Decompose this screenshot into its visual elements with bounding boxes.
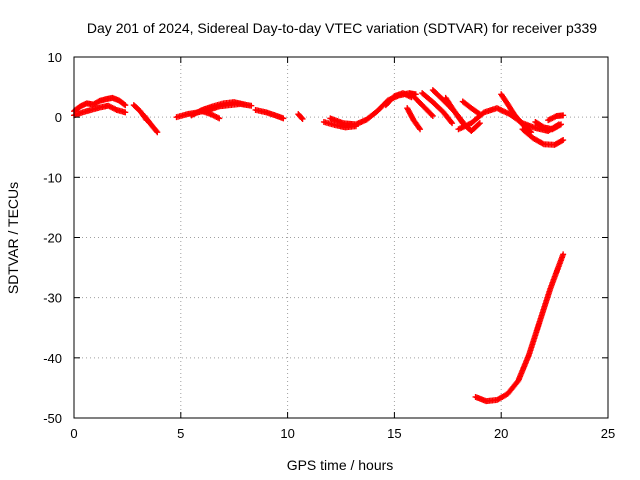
- data-point: [560, 137, 567, 144]
- series-arc-13: [404, 105, 424, 133]
- x-axis-label: GPS time / hours: [287, 457, 394, 473]
- data-point: [475, 121, 482, 128]
- data-point: [429, 112, 436, 119]
- data-point: [216, 115, 223, 122]
- series-arc-8: [252, 106, 287, 122]
- data-point: [476, 120, 483, 127]
- y-tick-label: 10: [48, 50, 62, 65]
- data-point: [416, 124, 423, 131]
- data-point: [241, 101, 248, 108]
- data-point: [560, 112, 567, 119]
- x-tick-label: 5: [177, 426, 184, 441]
- data-point: [121, 101, 128, 108]
- y-axis-label: SDTVAR / TECUs: [5, 182, 21, 294]
- data-point: [560, 251, 567, 258]
- series-arc-9: [295, 111, 306, 122]
- data-point: [558, 121, 565, 128]
- y-tick-label: -20: [43, 231, 62, 246]
- data-point: [154, 129, 161, 136]
- y-tick-label: -50: [43, 411, 62, 426]
- x-tick-label: 15: [387, 426, 401, 441]
- y-tick-label: -40: [43, 351, 62, 366]
- series-arc-15: [419, 90, 456, 127]
- series-arc-22: [532, 118, 565, 133]
- data-point: [417, 126, 424, 133]
- data-point: [449, 120, 456, 127]
- y-tick-label: -10: [43, 170, 62, 185]
- data-point: [122, 102, 129, 109]
- y-tick-label: 0: [55, 110, 62, 125]
- data-point: [298, 115, 305, 122]
- axis-ticks: [73, 56, 609, 419]
- data-point: [153, 128, 160, 135]
- data-point: [299, 115, 306, 122]
- series-arc-6: [188, 99, 248, 119]
- data-point: [280, 115, 287, 122]
- series-arc-7: [199, 108, 223, 122]
- x-tick-label: 25: [601, 426, 615, 441]
- data-point: [248, 102, 255, 109]
- chart-title: Day 201 of 2024, Sidereal Day-to-day VTE…: [87, 20, 597, 36]
- series-arc-21: [519, 126, 567, 148]
- y-tick-labels: 10 0 -10 -20 -30 -40 -50: [43, 50, 62, 426]
- series-arc-2: [71, 102, 129, 119]
- data-point: [448, 118, 455, 125]
- data-point: [122, 109, 129, 116]
- series-arc-24: [472, 251, 567, 405]
- y-tick-label: -30: [43, 291, 62, 306]
- x-tick-label: 0: [70, 426, 77, 441]
- series-arc-17: [442, 94, 483, 135]
- data-series: [71, 87, 567, 405]
- series-arc-23: [545, 112, 567, 124]
- x-tick-labels: 0 5 10 15 20 25: [70, 426, 615, 441]
- series-arc-4: [141, 112, 161, 136]
- x-tick-label: 20: [494, 426, 508, 441]
- data-point: [428, 111, 435, 118]
- x-tick-label: 10: [280, 426, 294, 441]
- series-arc-14: [408, 91, 436, 119]
